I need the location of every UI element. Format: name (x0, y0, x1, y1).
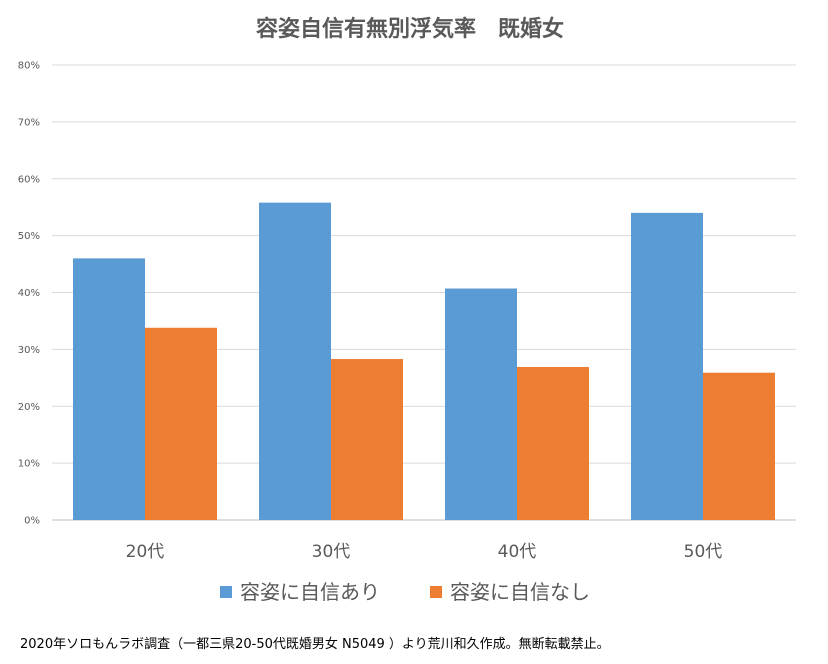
legend: 容姿に自信あり 容姿に自信なし (220, 580, 590, 604)
bar-30代-容姿に自信なし (331, 359, 403, 520)
y-tick-label: 60% (18, 174, 40, 185)
y-tick-label: 30% (18, 345, 40, 356)
y-axis-ticks: 0% 10% 20% 30% 40% 50% 60% 70% 80% (18, 61, 40, 527)
x-tick-label: 30代 (312, 542, 351, 562)
bars (73, 202, 775, 520)
bar-30代-容姿に自信あり (259, 202, 331, 520)
bar-20代-容姿に自信なし (145, 327, 217, 520)
bar-50代-容姿に自信なし (703, 372, 775, 520)
y-tick-label: 70% (18, 117, 40, 128)
y-tick-label: 20% (18, 402, 40, 413)
y-tick-label: 80% (18, 61, 40, 72)
legend-label: 容姿に自信なし (450, 580, 590, 604)
legend-entry: 容姿に自信なし (430, 580, 590, 604)
y-tick-label: 50% (18, 231, 40, 242)
footnote: 2020年ソロもんラボ調査（一都三県20-50代既婚男女 N5049 ）より荒川… (20, 637, 610, 652)
bar-40代-容姿に自信あり (445, 288, 517, 520)
legend-swatch (220, 586, 232, 598)
legend-label: 容姿に自信あり (240, 580, 380, 604)
x-tick-label: 50代 (684, 542, 723, 562)
bar-50代-容姿に自信あり (631, 212, 703, 520)
legend-swatch (430, 586, 442, 598)
x-tick-label: 40代 (498, 542, 537, 562)
x-axis-ticks: 20代 30代 40代 50代 (126, 542, 723, 562)
bar-chart: 容姿自信有無別浮気率 既婚女 0% 10% 20% 30% 40% 50% 60% 70% 80… (18, 16, 796, 604)
y-tick-label: 40% (18, 288, 40, 299)
bar-20代-容姿に自信あり (73, 258, 145, 520)
legend-entry: 容姿に自信あり (220, 580, 380, 604)
bar-40代-容姿に自信なし (517, 367, 589, 520)
x-tick-label: 20代 (126, 542, 165, 562)
chart-title: 容姿自信有無別浮気率 既婚女 (256, 16, 564, 42)
y-tick-label: 0% (24, 516, 40, 527)
y-tick-label: 10% (18, 459, 40, 470)
